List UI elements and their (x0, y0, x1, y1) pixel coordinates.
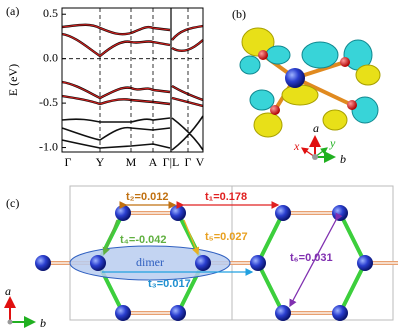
lobe (322, 109, 348, 131)
atom (347, 100, 357, 110)
hopping-arrows (102, 201, 343, 308)
axis-label: x (293, 139, 300, 153)
k-label: M (126, 155, 137, 169)
axis-origin (7, 319, 13, 325)
band (61, 23, 171, 36)
lattice: dimer (35, 205, 398, 321)
y-tick-label: 0.0 (43, 50, 58, 64)
lobe (239, 55, 261, 75)
atom (285, 68, 305, 88)
axis-label: y (329, 136, 336, 150)
axis-origin (312, 154, 318, 160)
band (61, 95, 204, 107)
band (61, 24, 171, 35)
lobe (265, 45, 291, 65)
lobe (241, 27, 275, 57)
atom (258, 50, 268, 60)
lobe (281, 84, 319, 106)
hopping-label: t₂=0.012 (126, 191, 169, 203)
orbital (239, 27, 381, 138)
k-label: Γ (65, 155, 72, 169)
axis-label: a (313, 121, 319, 135)
dimer-label: dimer (136, 255, 164, 269)
axis-label: b (340, 152, 346, 166)
hopping-label: t₅=0.027 (205, 231, 248, 243)
panel-label: (a) (6, 4, 19, 18)
hopping-label: t₆=0.031 (290, 252, 333, 264)
k-path-lines (99, 8, 189, 152)
k-label: V (196, 155, 205, 169)
bond (294, 76, 353, 107)
axis-label: a (5, 284, 11, 298)
band (171, 25, 204, 52)
panel-label: (c) (6, 196, 19, 210)
axes-triad: a b x y (293, 121, 346, 166)
band (61, 33, 171, 57)
axes-triad: a b (3, 284, 46, 330)
lobe (253, 112, 283, 138)
lobe (249, 89, 275, 111)
k-label: Γ (185, 155, 192, 169)
hopping-label: t₃=0.017 (148, 278, 191, 290)
y-tick-label: -1.0 (39, 139, 58, 153)
plot-frame (61, 7, 204, 153)
atom (270, 105, 280, 115)
y-tick-label: 0.5 (43, 6, 58, 20)
lobe (355, 64, 381, 86)
k-label: Γ|L (163, 155, 180, 169)
k-label: Y (96, 155, 105, 169)
y-tick-label: -0.5 (39, 95, 58, 109)
lobe (351, 96, 379, 124)
arrow (102, 219, 118, 256)
arrow (289, 212, 343, 308)
hopping-label: t₄=-0.042 (120, 234, 167, 246)
axis-label: b (40, 316, 46, 330)
atom (340, 57, 350, 67)
band (61, 115, 204, 151)
y-axis-label: E (eV) (6, 64, 20, 96)
panel-label: (b) (232, 7, 246, 21)
k-label: A (149, 155, 158, 169)
band (61, 81, 204, 101)
arrow (183, 219, 200, 256)
band-structure (61, 23, 204, 151)
lobe (301, 41, 339, 69)
hopping-label: t₁=0.178 (205, 191, 247, 203)
